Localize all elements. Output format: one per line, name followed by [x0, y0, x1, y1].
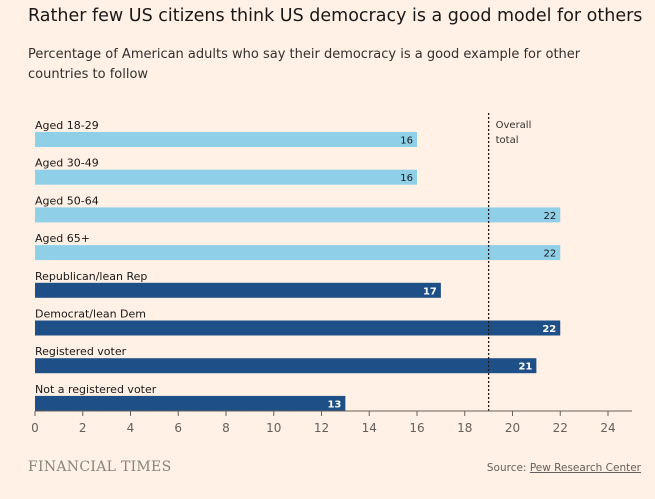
category-label: Registered voter [35, 345, 127, 358]
data-label: 13 [327, 399, 341, 410]
financial-times-logo: FINANCIAL TIMES [28, 459, 172, 475]
x-tick-label: 6 [174, 421, 182, 435]
x-tick-label: 14 [362, 421, 377, 435]
x-tick-label: 20 [505, 421, 520, 435]
bar [35, 282, 441, 298]
category-label: Aged 65+ [35, 232, 90, 245]
data-label: 21 [518, 362, 532, 373]
overall-total-label: Overall [496, 120, 532, 131]
x-tick-label: 18 [457, 421, 472, 435]
x-tick-label: 2 [79, 421, 87, 435]
data-label: 17 [423, 286, 437, 297]
data-label: 22 [544, 211, 557, 222]
chart-title: Rather few US citizens think US democrac… [28, 6, 643, 26]
bar [35, 245, 561, 261]
bar [35, 132, 417, 147]
category-label: Republican/lean Rep [35, 270, 147, 283]
source-link[interactable]: Pew Research Center [529, 462, 641, 474]
bar [35, 169, 417, 185]
bar-chart: Aged 18-29 16 Aged 30-49 16 Aged 50-64 22 Aged… [31, 113, 632, 435]
category-label: Aged 30-49 [35, 157, 99, 170]
x-tick-label: 24 [600, 421, 615, 435]
data-label: 22 [544, 249, 557, 260]
category-label: Aged 18-29 [35, 119, 99, 132]
bar [35, 358, 537, 374]
x-tick-label: 10 [266, 421, 281, 435]
data-label: 22 [542, 324, 556, 335]
bar [35, 395, 346, 411]
data-label: 16 [400, 136, 413, 147]
source-label: Source: [486, 462, 527, 474]
x-tick-label: 22 [553, 421, 568, 435]
x-tick-label: 12 [314, 421, 329, 435]
category-label: Democrat/lean Dem [35, 308, 146, 321]
category-label: Not a registered voter [35, 383, 157, 396]
chart-subtitle: Percentage of American adults who say th… [28, 47, 581, 82]
x-tick-label: 8 [222, 421, 230, 435]
category-label: Aged 50-64 [35, 194, 99, 207]
x-tick-label: 16 [409, 421, 424, 435]
x-tick-label: 4 [127, 421, 135, 435]
bar [35, 320, 561, 336]
data-label: 16 [400, 173, 413, 184]
x-tick-label: 0 [31, 421, 39, 435]
overall-total-label: total [496, 135, 519, 146]
source-note: Source: Pew Research Center [487, 462, 641, 474]
bar [35, 207, 561, 223]
